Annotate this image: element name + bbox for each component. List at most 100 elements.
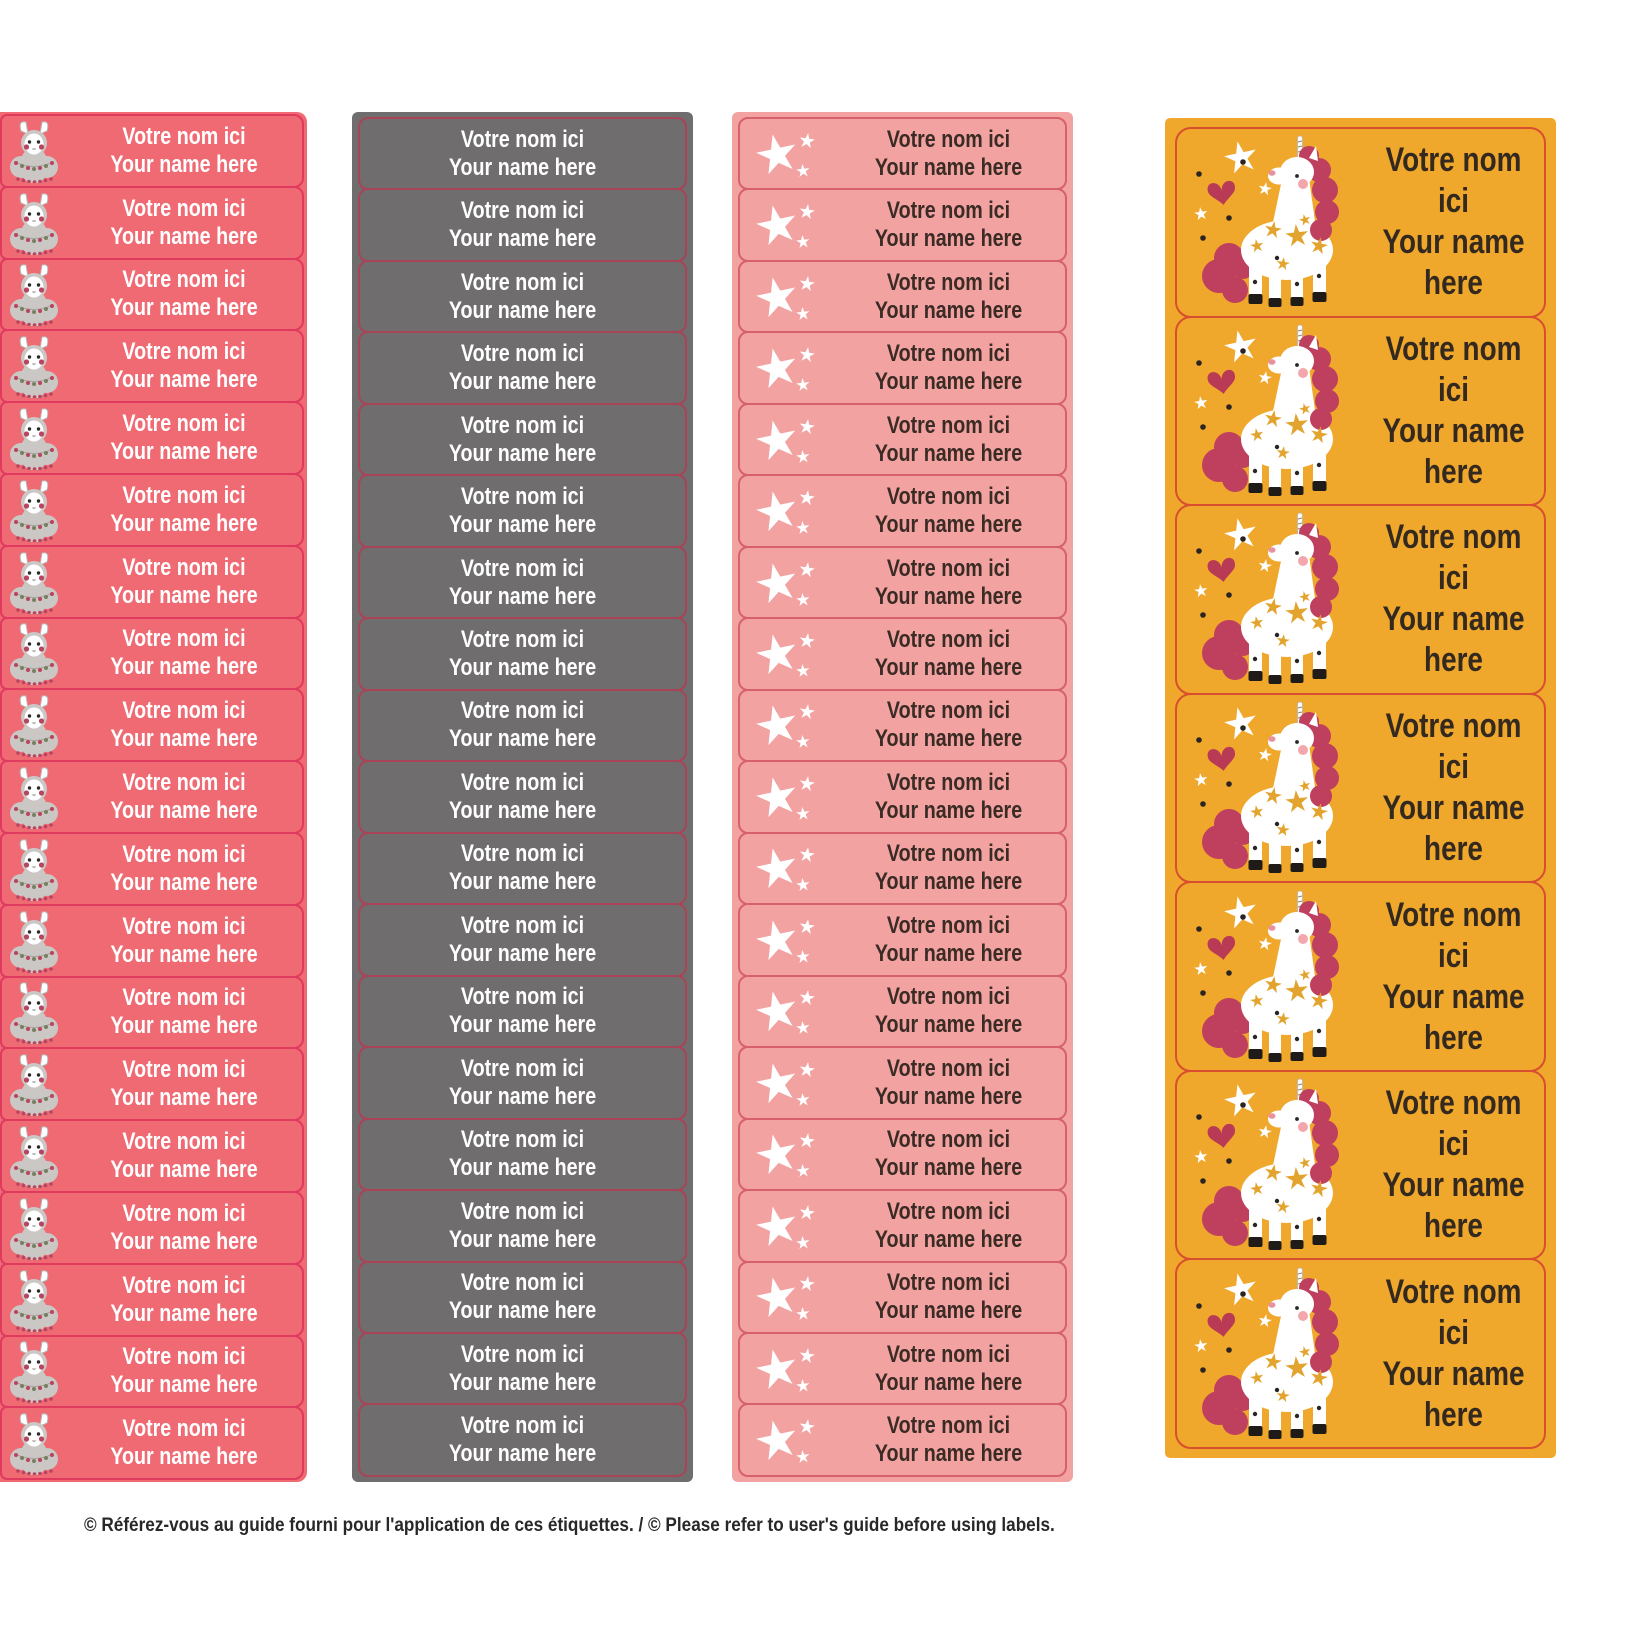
label-text: Votre nom ici Your name here <box>1379 140 1527 304</box>
gray-label: Votre nom ici Your name here <box>358 402 687 477</box>
label-text: Votre nom ici Your name here <box>389 1198 656 1254</box>
llama-icon <box>2 406 66 471</box>
label-text: Votre nom ici Your name here <box>853 340 1044 396</box>
label-line1: Votre nom ici <box>122 1415 246 1443</box>
label-text: Votre nom ici Your name here <box>389 769 656 825</box>
label-line2: Your name here <box>448 1297 597 1325</box>
unicorn-label: Votre nom ici Your name here <box>1175 504 1546 695</box>
stars-label: Votre nom ici Your name here <box>738 331 1067 405</box>
label-text: Votre nom ici Your name here <box>389 1269 656 1325</box>
label-line1: Votre nom ici <box>122 697 246 725</box>
gray-label: Votre nom ici Your name here <box>358 1331 687 1406</box>
label-line1: Votre nom ici <box>1385 707 1522 787</box>
stars-icon <box>740 125 832 183</box>
stars-label: Votre nom ici Your name here <box>738 831 1067 906</box>
label-column-unicorn: Votre nom ici Your name here <box>1165 118 1556 1458</box>
label-line1: Votre nom ici <box>460 1126 585 1154</box>
label-text: Votre nom ici Your name here <box>389 269 656 325</box>
footer-note: © Référez-vous au guide fourni pour l'ap… <box>84 1514 1055 1536</box>
label-line1: Votre nom ici <box>460 125 585 153</box>
label-text: Votre nom ici Your name here <box>87 841 281 897</box>
label-line1: Votre nom ici <box>1385 895 1522 975</box>
label-line1: Votre nom ici <box>122 410 246 438</box>
stars-label: Votre nom ici Your name here <box>738 1189 1067 1263</box>
label-text: Votre nom ici Your name here <box>853 912 1044 968</box>
llama-icon <box>2 1124 66 1189</box>
label-line1: Votre nom ici <box>886 1340 1011 1368</box>
label-line1: Votre nom ici <box>886 197 1011 225</box>
gray-label: Votre nom ici Your name here <box>358 760 687 834</box>
label-line1: Votre nom ici <box>460 411 585 439</box>
label-line2: Your name here <box>448 153 597 181</box>
label-line1: Votre nom ici <box>460 697 585 725</box>
label-line2: Your name here <box>110 1012 258 1040</box>
llama-label: Votre nom ici Your name here <box>0 903 304 978</box>
llama-label: Votre nom ici Your name here <box>0 975 304 1050</box>
label-line2: Your name here <box>448 1368 597 1396</box>
label-text: Votre nom ici Your name here <box>853 483 1044 539</box>
stars-label: Votre nom ici Your name here <box>738 688 1067 763</box>
gray-label: Votre nom ici Your name here <box>358 545 687 620</box>
label-line1: Votre nom ici <box>460 840 585 868</box>
label-text: Votre nom ici Your name here <box>87 338 281 394</box>
llama-icon <box>2 1268 66 1332</box>
gray-label: Votre nom ici Your name here <box>358 1046 687 1120</box>
label-text: Votre nom ici Your name here <box>1379 895 1527 1059</box>
label-line2: Your name here <box>448 296 597 324</box>
label-line1: Votre nom ici <box>460 1269 585 1297</box>
label-line2: Your name here <box>874 1440 1023 1468</box>
label-text: Votre nom ici Your name here <box>853 555 1044 611</box>
stars-label: Votre nom ici Your name here <box>738 188 1067 262</box>
label-line2: Your name here <box>110 366 258 394</box>
stars-label: Votre nom ici Your name here <box>738 1331 1067 1406</box>
label-text: Votre nom ici Your name here <box>87 1128 281 1184</box>
label-line1: Votre nom ici <box>460 340 585 368</box>
label-line2: Your name here <box>110 150 258 178</box>
stars-icon <box>740 625 832 683</box>
label-line1: Votre nom ici <box>886 840 1011 868</box>
gray-label: Votre nom ici Your name here <box>358 688 687 763</box>
label-line2: Your name here <box>448 654 597 682</box>
gray-label: Votre nom ici Your name here <box>358 1403 687 1477</box>
label-line2: Your name here <box>448 511 597 539</box>
label-line1: Votre nom ici <box>460 1197 585 1225</box>
label-line1: Votre nom ici <box>1385 518 1522 598</box>
stars-icon <box>740 1411 832 1469</box>
llama-icon <box>2 334 66 399</box>
label-text: Votre nom ici Your name here <box>87 195 281 251</box>
label-text: Votre nom ici Your name here <box>87 984 281 1040</box>
stars-icon <box>740 839 832 897</box>
label-line1: Votre nom ici <box>122 625 246 653</box>
label-text: Votre nom ici Your name here <box>853 697 1044 753</box>
label-line2: Your name here <box>448 868 597 896</box>
label-line1: Votre nom ici <box>1385 1272 1522 1352</box>
llama-icon <box>2 1411 66 1476</box>
label-line1: Votre nom ici <box>122 481 246 509</box>
label-line2: Your name here <box>110 1371 258 1399</box>
label-line1: Votre nom ici <box>886 483 1011 511</box>
label-text: Votre nom ici Your name here <box>87 697 281 753</box>
label-line1: Votre nom ici <box>886 411 1011 439</box>
label-line2: Your name here <box>1382 789 1525 869</box>
label-text: Votre nom ici Your name here <box>87 266 281 322</box>
llama-icon <box>2 693 66 758</box>
llama-label: Votre nom ici Your name here <box>0 114 304 188</box>
stars-icon <box>740 196 832 254</box>
label-line2: Your name here <box>874 153 1023 181</box>
label-line1: Votre nom ici <box>460 768 585 796</box>
label-line2: Your name here <box>1382 1354 1525 1434</box>
label-line1: Votre nom ici <box>460 1412 585 1440</box>
gray-label: Votre nom ici Your name here <box>358 331 687 405</box>
unicorn-label: Votre nom ici Your name here <box>1175 127 1546 318</box>
label-line2: Your name here <box>874 1225 1023 1253</box>
label-text: Votre nom ici Your name here <box>87 1415 281 1471</box>
unicorn-icon <box>1177 134 1363 310</box>
label-line1: Votre nom ici <box>122 553 246 581</box>
label-line2: Your name here <box>874 868 1023 896</box>
llama-label: Votre nom ici Your name here <box>0 329 304 404</box>
label-line1: Votre nom ici <box>122 194 246 222</box>
llama-label: Votre nom ici Your name here <box>0 1119 304 1193</box>
label-text: Votre nom ici Your name here <box>87 482 281 538</box>
stars-icon <box>740 982 832 1040</box>
llama-label: Votre nom ici Your name here <box>0 401 304 475</box>
